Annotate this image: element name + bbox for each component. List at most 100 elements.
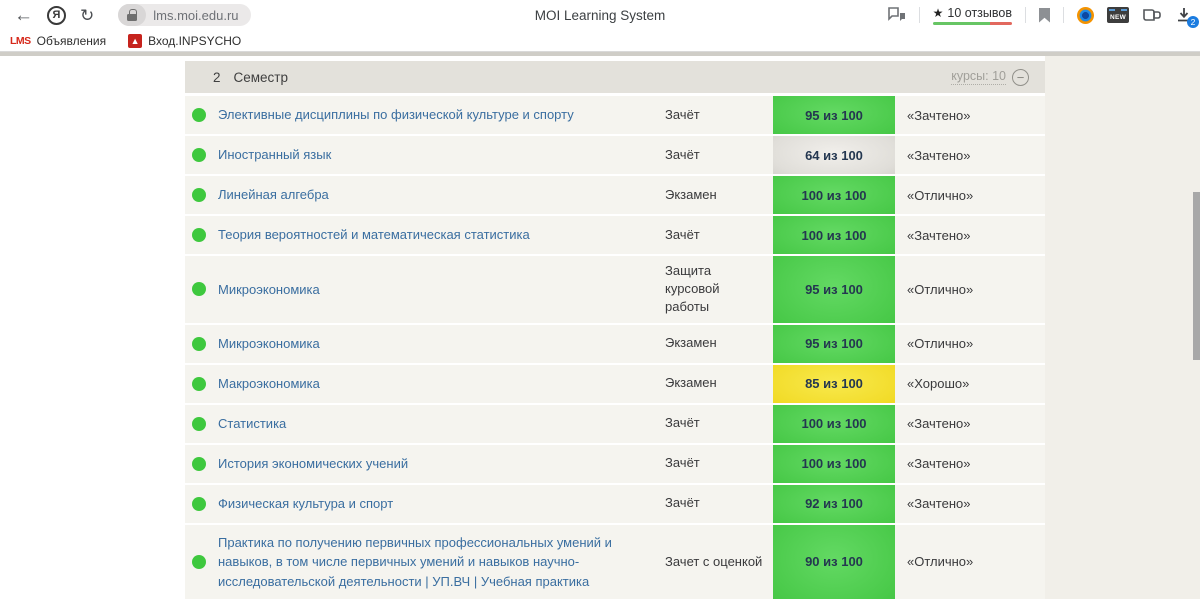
assessment-type-cell: Зачёт xyxy=(665,146,700,162)
back-button[interactable]: ← xyxy=(14,4,33,26)
kinopoisk-new-icon[interactable]: NEW xyxy=(1107,7,1129,23)
url-text[interactable]: lms.moi.edu.ru xyxy=(153,7,239,23)
bookmark-announcements[interactable]: LMS Объявления xyxy=(10,34,106,48)
score-cell: 100 из 100 xyxy=(773,444,895,483)
ssl-lock-badge[interactable] xyxy=(118,4,147,26)
course-name-cell: Статистика xyxy=(218,405,665,443)
browser-toolbar: ← Я ↻ lms.moi.edu.ru MOI Learning System… xyxy=(0,0,1200,30)
course-table-body: Элективные дисциплины по физической куль… xyxy=(185,96,1045,599)
assessment-type-cell: Зачёт xyxy=(665,455,700,471)
bookmark-label: Вход.INPSYCHO xyxy=(148,33,242,48)
course-name-cell: Элективные дисциплины по физической куль… xyxy=(218,96,665,134)
score-cell: 85 из 100 xyxy=(773,364,895,403)
status-dot-icon xyxy=(192,376,206,391)
status-cell xyxy=(185,256,218,323)
score-cell: 95 из 100 xyxy=(773,256,895,323)
semester-2-header: 2 Семестр курсы: 10 − xyxy=(185,61,1045,93)
course-name-cell: Микроэкономика xyxy=(218,325,665,363)
assessment-type-cell: Экзамен xyxy=(665,335,717,351)
divider xyxy=(918,7,920,23)
score-cell: 100 из 100 xyxy=(773,404,895,443)
course-link[interactable]: Физическая культура и спорт xyxy=(218,495,394,511)
assessment-type-cell: Зачёт xyxy=(665,415,700,431)
refresh-button[interactable]: ↻ xyxy=(80,5,95,25)
course-link[interactable]: Микроэкономика xyxy=(218,281,320,297)
status-cell xyxy=(185,405,218,443)
course-row: Макроэкономика Экзамен 85 из 100 «Хорошо… xyxy=(185,364,1045,403)
course-row: Физическая культура и спорт Зачёт 92 из … xyxy=(185,484,1045,523)
course-row: Линейная алгебра Экзамен 100 из 100 «Отл… xyxy=(185,176,1045,214)
inpsycho-favicon: ▲ xyxy=(128,33,143,48)
lms-favicon: LMS xyxy=(10,34,31,47)
score-cell: 95 из 100 xyxy=(773,324,895,363)
address-bar[interactable]: lms.moi.edu.ru xyxy=(118,4,251,26)
course-link[interactable]: Иностранный язык xyxy=(218,147,332,163)
course-link[interactable]: Статистика xyxy=(218,415,287,431)
course-row: Микроэкономика Экзамен 95 из 100 «Отличн… xyxy=(185,324,1045,363)
course-link[interactable]: Микроэкономика xyxy=(218,335,320,351)
status-dot-icon xyxy=(192,456,206,471)
reviews-count: 10 отзывов xyxy=(947,5,1012,20)
status-dot-icon xyxy=(192,148,206,162)
protect-icon[interactable] xyxy=(887,7,906,23)
downloads-button[interactable]: 2 xyxy=(1174,5,1199,28)
collapse-icon[interactable]: − xyxy=(1012,68,1029,86)
yandex-icon[interactable]: Я xyxy=(47,5,66,25)
score-cell: 90 из 100 xyxy=(773,524,895,599)
reviews-widget[interactable]: ★ 10 отзывов xyxy=(932,5,1012,25)
status-cell xyxy=(185,365,218,403)
status-dot-icon xyxy=(192,188,206,202)
course-row: Статистика Зачёт 100 из 100 «Зачтено» xyxy=(185,404,1045,443)
assessment-type-cell: Зачёт xyxy=(665,106,700,122)
course-link[interactable]: Макроэкономика xyxy=(218,375,320,391)
course-row: Иностранный язык Зачёт 64 из 100 «Зачтен… xyxy=(185,136,1045,174)
status-cell xyxy=(185,96,218,134)
status-cell xyxy=(185,216,218,254)
reviews-rating-bar xyxy=(932,21,1012,25)
courses-count-link[interactable]: курсы: 10 xyxy=(951,69,1006,85)
grade-cell: «Отлично» xyxy=(907,336,974,352)
assessment-type-cell: Зачёт xyxy=(665,495,700,511)
status-dot-icon xyxy=(192,108,206,122)
course-name-cell: Микроэкономика xyxy=(218,256,665,323)
course-name-cell: Физическая культура и спорт xyxy=(218,485,665,523)
course-row: История экономических учений Зачёт 100 и… xyxy=(185,444,1045,483)
assessment-type-cell: Экзамен xyxy=(665,375,717,391)
course-name-cell: Практика по получению первичных професси… xyxy=(218,525,665,599)
course-row: Практика по получению первичных професси… xyxy=(185,524,1045,599)
status-dot-icon xyxy=(192,416,206,431)
course-name-cell: История экономических учений xyxy=(218,445,665,483)
course-name-cell: Линейная алгебра xyxy=(218,176,665,214)
grades-table: 2 Семестр курсы: 10 − Элективные дисципл… xyxy=(185,61,1045,599)
scrolled-header-edge xyxy=(0,52,1200,56)
status-cell xyxy=(185,176,218,214)
grade-cell: «Зачтено» xyxy=(907,147,971,163)
vertical-scrollbar[interactable] xyxy=(1193,192,1200,360)
lock-icon xyxy=(127,8,138,21)
grade-cell: «Зачтено» xyxy=(907,496,971,512)
assessment-type-cell: Зачет с оценкой xyxy=(665,553,763,569)
page-background-panel xyxy=(1045,56,1200,599)
status-dot-icon xyxy=(192,228,206,242)
collections-icon[interactable] xyxy=(1142,7,1161,23)
course-link[interactable]: История экономических учений xyxy=(218,455,409,471)
extension-icon[interactable] xyxy=(1077,6,1094,24)
assessment-type-cell: Экзамен xyxy=(665,186,717,202)
course-link[interactable]: Практика по получению первичных професси… xyxy=(218,534,612,589)
course-link[interactable]: Элективные дисциплины по физической куль… xyxy=(218,107,574,123)
grade-cell: «Отлично» xyxy=(907,281,974,297)
bookmark-icon[interactable] xyxy=(1039,7,1050,23)
course-row: Микроэкономика Защита курсовой работы 95… xyxy=(185,256,1045,323)
score-cell: 100 из 100 xyxy=(773,176,895,214)
status-cell xyxy=(185,325,218,363)
star-icon: ★ xyxy=(932,5,944,20)
grade-cell: «Зачтено» xyxy=(907,456,971,472)
bookmarks-bar: LMS Объявления ▲ Вход.INPSYCHO xyxy=(0,30,1200,52)
status-cell xyxy=(185,525,218,599)
course-link[interactable]: Теория вероятностей и математическая ста… xyxy=(218,227,530,243)
course-link[interactable]: Линейная алгебра xyxy=(218,187,329,203)
course-name-cell: Иностранный язык xyxy=(218,136,665,174)
bookmark-inpsycho[interactable]: ▲ Вход.INPSYCHO xyxy=(128,33,242,48)
course-name-cell: Макроэкономика xyxy=(218,365,665,403)
assessment-type-cell: Зачёт xyxy=(665,226,700,242)
